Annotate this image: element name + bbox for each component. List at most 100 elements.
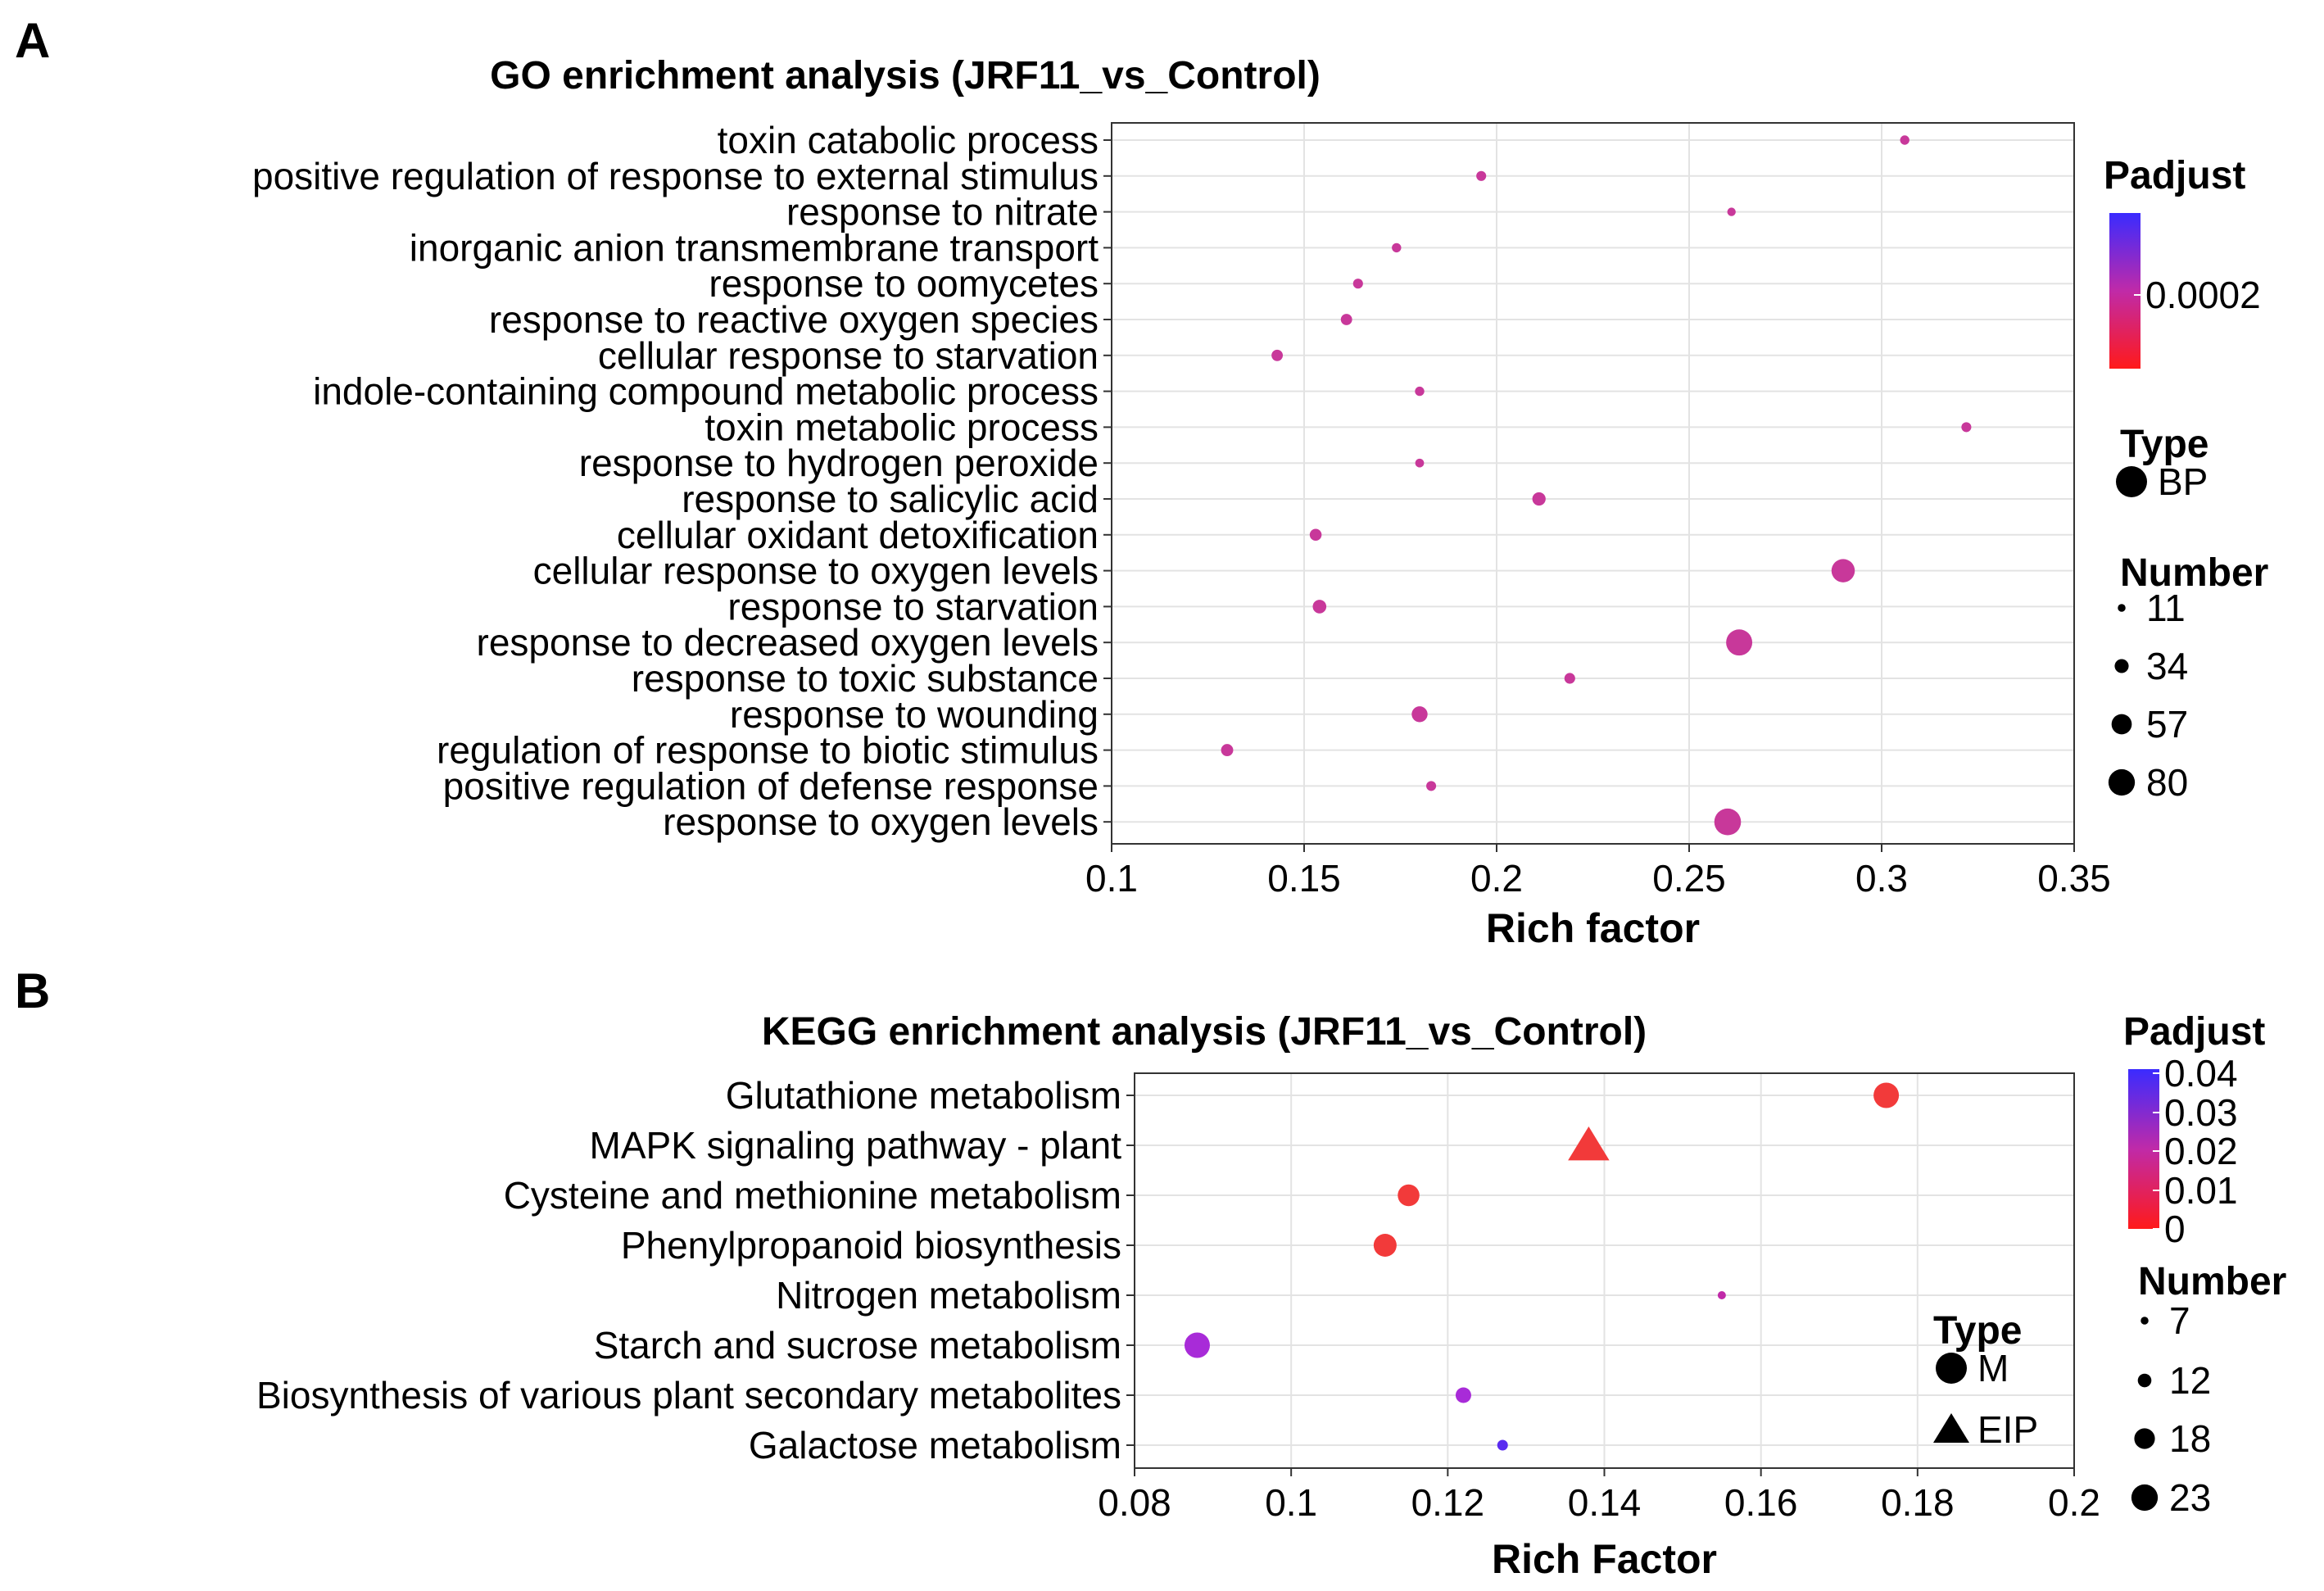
data-point — [1312, 600, 1327, 614]
shape-legend-title: Type — [2120, 423, 2208, 466]
data-point — [1398, 1184, 1420, 1207]
data-point — [1476, 170, 1487, 181]
color-legend-label: 0.03 — [2164, 1091, 2238, 1134]
size-legend-label: 11 — [2146, 587, 2186, 629]
data-point — [1426, 781, 1437, 791]
data-point — [1415, 458, 1425, 468]
y-category-label: response to nitrate — [786, 191, 1099, 233]
x-axis-title: Rich Factor — [1492, 1536, 1717, 1582]
data-point — [1411, 706, 1428, 723]
size-legend-label: 80 — [2146, 761, 2188, 804]
size-legend-label: 7 — [2169, 1299, 2190, 1342]
data-point — [1352, 279, 1363, 289]
y-category-label: response to reactive oxygen species — [489, 298, 1099, 341]
x-axis-title: Rich factor — [1486, 905, 1700, 951]
panel-letter: A — [15, 13, 50, 68]
y-category-label: response to decreased oxygen levels — [477, 621, 1099, 664]
data-point — [1717, 1291, 1726, 1299]
size-legend-dot — [2111, 714, 2132, 735]
chart-title: GO enrichment analysis (JRF11_vs_Control… — [490, 54, 1321, 97]
y-category-label: cellular oxidant detoxification — [617, 514, 1099, 556]
y-category-label: response to starvation — [727, 585, 1099, 628]
x-tick-label: 0.2 — [2048, 1481, 2100, 1524]
y-category-label: Galactose metabolism — [749, 1424, 1121, 1466]
shape-legend-triangle — [1933, 1413, 1969, 1443]
plot-frame — [1111, 122, 2075, 845]
shape-legend-label: EIP — [1977, 1408, 2038, 1451]
data-point — [1392, 243, 1402, 253]
y-category-label: indole-containing compound metabolic pro… — [313, 370, 1099, 413]
y-category-label: response to toxic substance — [632, 657, 1099, 700]
panel-b: B KEGG enrichment analysis (JRF11_vs_Cont… — [15, 963, 2286, 1582]
data-point — [1961, 422, 1972, 433]
size-legend-label: 23 — [2169, 1476, 2211, 1519]
color-legend-title: Padjust — [2123, 1010, 2265, 1054]
shape-legend-label: BP — [2158, 460, 2208, 503]
data-point — [1532, 492, 1546, 506]
y-category-label: cellular response to starvation — [598, 334, 1099, 377]
size-legend-dot — [2131, 1484, 2159, 1512]
x-tick-label: 0.18 — [1881, 1481, 1955, 1524]
data-point — [1271, 349, 1284, 361]
size-legend-dot — [2137, 1373, 2152, 1388]
x-tick-label: 0.16 — [1724, 1481, 1798, 1524]
y-category-label: response to salicylic acid — [682, 478, 1099, 520]
y-category-label: Nitrogen metabolism — [776, 1274, 1121, 1317]
data-point — [1309, 528, 1322, 542]
size-legend-dot — [2108, 768, 2136, 796]
size-legend-title: Number — [2120, 551, 2268, 595]
data-point — [1455, 1387, 1471, 1403]
color-legend-label: 0 — [2164, 1208, 2186, 1250]
x-tick-label: 0.08 — [1098, 1481, 1171, 1524]
data-point — [1340, 314, 1352, 325]
size-legend-label: 57 — [2146, 703, 2188, 746]
y-category-label: inorganic anion transmembrane transport — [410, 226, 1099, 269]
y-category-label: Biosynthesis of various plant secondary … — [256, 1374, 1121, 1416]
x-tick-label: 0.25 — [1652, 857, 1726, 900]
color-legend-title: Padjust — [2104, 154, 2245, 197]
y-category-label: positive regulation of defense response — [443, 764, 1099, 807]
y-category-label: Cysteine and methionine metabolism — [504, 1174, 1121, 1217]
data-point — [1727, 207, 1736, 216]
data-point — [1900, 135, 1909, 145]
data-point — [1497, 1439, 1508, 1451]
y-category-label: response to oxygen levels — [663, 800, 1099, 843]
data-point — [1415, 386, 1425, 397]
size-legend-dot — [2118, 604, 2126, 612]
y-category-label: cellular response to oxygen levels — [533, 550, 1099, 592]
y-category-label: regulation of response to biotic stimulu… — [437, 729, 1099, 772]
chart-title: KEGG enrichment analysis (JRF11_vs_Contr… — [762, 1010, 1647, 1054]
y-category-label: toxin catabolic process — [718, 119, 1099, 161]
x-tick-label: 0.12 — [1411, 1481, 1485, 1524]
shape-legend-circle — [2116, 466, 2147, 497]
y-category-label: Starch and sucrose metabolism — [594, 1324, 1121, 1367]
data-point — [1221, 744, 1234, 757]
x-tick-label: 0.15 — [1267, 857, 1341, 900]
size-legend-label: 12 — [2169, 1359, 2211, 1402]
y-category-label: toxin metabolic process — [704, 406, 1099, 448]
y-category-label: Glutathione metabolism — [726, 1074, 1121, 1117]
data-point — [1873, 1082, 1900, 1108]
size-legend-dot — [2141, 1317, 2149, 1325]
data-point — [1564, 673, 1575, 684]
color-legend-label: 0.04 — [2164, 1052, 2238, 1095]
size-legend-dot — [2134, 1428, 2155, 1449]
x-tick-label: 0.14 — [1568, 1481, 1642, 1524]
color-legend-bar — [2109, 213, 2141, 369]
data-point — [1831, 559, 1855, 582]
color-legend-label: 0.01 — [2164, 1169, 2238, 1212]
shape-legend-circle — [1936, 1353, 1967, 1384]
y-category-label: response to oomycetes — [709, 262, 1099, 305]
data-point — [1714, 808, 1742, 836]
x-tick-label: 0.1 — [1085, 857, 1138, 900]
size-legend-dot — [2114, 659, 2129, 673]
data-point — [1726, 629, 1753, 656]
color-legend-label: 0.0002 — [2145, 274, 2261, 316]
shape-legend-title: Type — [1933, 1309, 2022, 1353]
data-point — [1373, 1234, 1397, 1257]
x-tick-label: 0.1 — [1265, 1481, 1317, 1524]
x-tick-label: 0.3 — [1855, 857, 1908, 900]
shape-legend-label: M — [1977, 1347, 2009, 1389]
size-legend-label: 18 — [2169, 1417, 2211, 1460]
